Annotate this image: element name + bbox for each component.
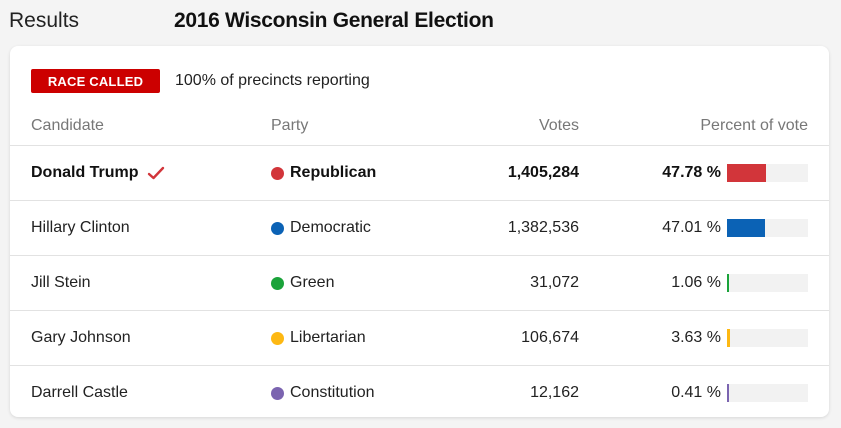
- page-title: 2016 Wisconsin General Election: [174, 9, 494, 32]
- section-label: Results: [9, 9, 80, 32]
- vote-percent: 0.41 %: [671, 384, 721, 401]
- votes-cell: 1,405,284: [508, 146, 579, 200]
- percent-bar-track: [727, 274, 808, 292]
- table-row: Darrell Castle Constitution 12,162 0.41 …: [10, 366, 829, 420]
- column-header-votes: Votes: [538, 117, 579, 134]
- vote-percent: 47.78 %: [662, 164, 721, 181]
- table-row: Hillary Clinton Democratic 1,382,536 47.…: [10, 201, 829, 256]
- table-row: Donald Trump Republican 1,405,284 47.78 …: [10, 146, 829, 201]
- party-cell: Libertarian: [271, 311, 366, 365]
- percent-cell: 0.41 %: [671, 366, 808, 420]
- vote-percent: 1.06 %: [671, 274, 721, 291]
- votes-cell: 31,072: [530, 256, 579, 310]
- candidate-name: Donald Trump: [31, 164, 139, 181]
- party-cell: Green: [271, 256, 334, 310]
- table-row: Gary Johnson Libertarian 106,674 3.63 %: [10, 311, 829, 366]
- race-called-badge: RACE CALLED: [31, 69, 160, 93]
- percent-bar-track: [727, 219, 808, 237]
- table-row: Jill Stein Green 31,072 1.06 %: [10, 256, 829, 311]
- candidate-cell: Hillary Clinton: [31, 201, 130, 255]
- vote-count: 106,674: [521, 329, 579, 346]
- race-status: RACE CALLED 100% of precincts reporting: [31, 69, 370, 93]
- party-color-dot-icon: [271, 386, 284, 400]
- party-color-dot-icon: [271, 276, 284, 290]
- vote-percent: 3.63 %: [671, 329, 721, 346]
- percent-cell: 1.06 %: [671, 256, 808, 310]
- vote-count: 1,405,284: [507, 164, 579, 181]
- votes-cell: 106,674: [521, 311, 579, 365]
- table-header: Candidate Party Votes Percent of vote: [10, 112, 829, 146]
- candidate-name: Gary Johnson: [31, 329, 131, 346]
- party-name: Constitution: [290, 384, 375, 401]
- party-cell: Constitution: [271, 366, 375, 420]
- column-header-party: Party: [271, 117, 309, 134]
- candidate-name: Jill Stein: [31, 274, 91, 291]
- percent-cell: 3.63 %: [671, 311, 808, 365]
- vote-count: 31,072: [530, 274, 579, 291]
- column-header-percent: Percent of vote: [700, 117, 808, 134]
- percent-cell: 47.78 %: [662, 146, 808, 200]
- party-name: Republican: [290, 164, 377, 181]
- candidate-cell: Donald Trump: [31, 146, 165, 200]
- party-name: Green: [290, 274, 335, 291]
- percent-bar-fill: [727, 219, 766, 237]
- precincts-reporting: 100% of precincts reporting: [175, 72, 370, 89]
- candidate-cell: Gary Johnson: [31, 311, 131, 365]
- results-table: Candidate Party Votes Percent of vote Do…: [10, 112, 829, 420]
- vote-count: 1,382,536: [507, 219, 579, 236]
- percent-bar-track: [727, 384, 808, 402]
- vote-percent: 47.01 %: [662, 219, 721, 236]
- party-color-dot-icon: [271, 331, 284, 345]
- candidate-cell: Jill Stein: [31, 256, 91, 310]
- vote-count: 12,162: [530, 384, 579, 401]
- winner-check-icon: [147, 166, 164, 180]
- votes-cell: 12,162: [530, 366, 579, 420]
- party-cell: Democratic: [271, 201, 371, 255]
- votes-cell: 1,382,536: [508, 201, 579, 255]
- party-cell: Republican: [271, 146, 376, 200]
- candidate-name: Darrell Castle: [31, 384, 128, 401]
- party-name: Libertarian: [290, 329, 366, 346]
- percent-bar-track: [727, 329, 808, 347]
- candidate-cell: Darrell Castle: [31, 366, 128, 420]
- party-color-dot-icon: [271, 221, 284, 235]
- party-name: Democratic: [290, 219, 371, 236]
- results-card: RACE CALLED 100% of precincts reporting …: [10, 46, 829, 417]
- candidate-name: Hillary Clinton: [31, 219, 130, 236]
- percent-bar-fill: [727, 274, 729, 292]
- page-header: Results 2016 Wisconsin General Election: [0, 0, 841, 44]
- percent-cell: 47.01 %: [662, 201, 808, 255]
- column-header-candidate: Candidate: [31, 117, 104, 134]
- percent-bar-fill: [727, 384, 729, 402]
- percent-bar-fill: [727, 164, 766, 182]
- percent-bar-fill: [727, 329, 730, 347]
- percent-bar-track: [727, 164, 808, 182]
- party-color-dot-icon: [271, 166, 284, 180]
